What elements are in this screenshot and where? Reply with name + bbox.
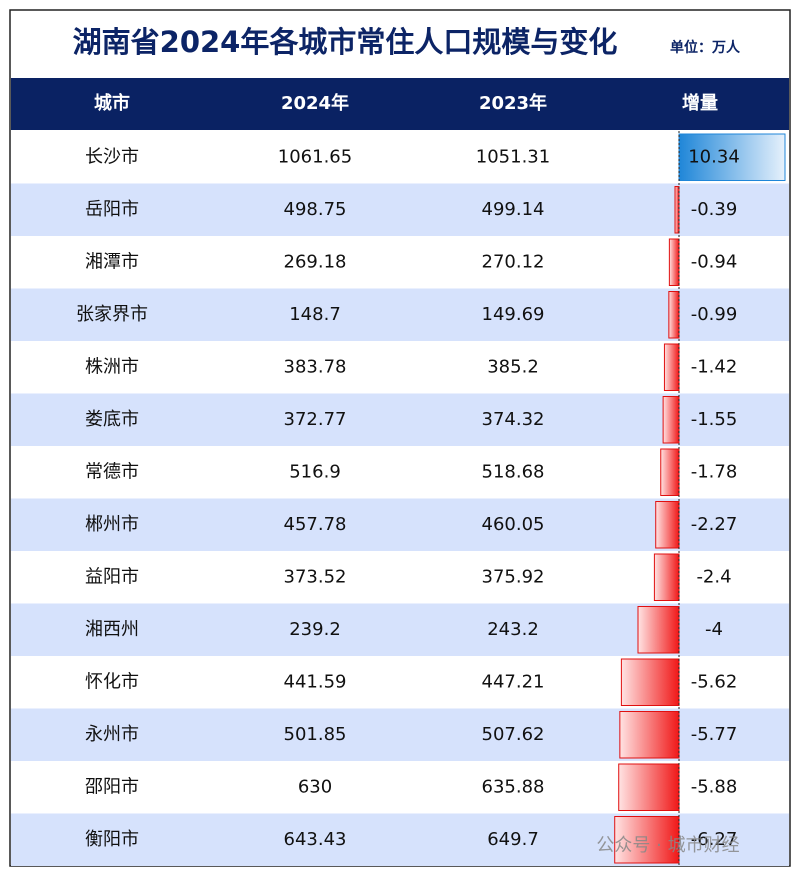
increment-cell: -1.78 [691,461,738,482]
data-bar [668,238,680,286]
city-cell: 娄底市 [85,409,139,430]
number-cell: 649.7 [487,829,539,850]
data-bar [655,501,680,549]
increment-cell: -1.42 [691,356,738,377]
row-background [11,236,789,289]
number-cell: 630 [298,776,332,797]
increment-cell: -5.62 [691,671,738,692]
data-bar [653,553,680,601]
row-background [11,183,789,236]
city-cell: 益阳市 [85,566,139,587]
data-bar [662,396,680,444]
number-cell: 243.2 [487,619,539,640]
number-cell: 270.12 [482,251,545,272]
increment-cell: -4 [705,619,723,640]
data-bar [637,606,680,654]
watermark: 公众号 · 城市财经 [596,835,739,856]
number-cell: 643.43 [284,829,347,850]
row-background [11,288,789,341]
city-cell: 邵阳市 [85,776,139,797]
header-row [11,78,789,130]
number-cell: 447.21 [482,671,545,692]
number-cell: 501.85 [284,724,347,745]
data-bar [668,291,680,339]
number-cell: 499.14 [482,199,545,220]
increment-cell: -0.94 [691,251,738,272]
increment-cell: -2.4 [696,566,731,587]
number-cell: 460.05 [482,514,545,535]
number-cell: 516.9 [289,461,341,482]
data-bar [660,448,680,496]
increment-cell: -5.88 [691,776,738,797]
increment-cell: -1.55 [691,409,738,430]
row-background [11,393,789,446]
data-bar [619,711,680,759]
number-cell: 372.77 [284,409,347,430]
number-cell: 1061.65 [278,146,352,167]
number-cell: 441.59 [284,671,347,692]
number-cell: 374.32 [482,409,545,430]
city-cell: 长沙市 [85,146,139,167]
city-cell: 张家界市 [76,304,148,325]
number-cell: 635.88 [482,776,545,797]
number-cell: 373.52 [284,566,347,587]
data-bar [674,186,680,234]
city-cell: 常德市 [85,461,139,482]
city-cell: 岳阳市 [85,199,139,220]
row-background [11,341,789,394]
increment-cell: 10.34 [688,146,740,167]
city-cell: 湘潭市 [85,251,139,272]
number-cell: 148.7 [289,304,341,325]
number-cell: 507.62 [482,724,545,745]
number-cell: 457.78 [284,514,347,535]
row-background [11,131,789,184]
column-header: 城市 [94,92,130,114]
city-cell: 衡阳市 [85,829,139,850]
increment-cell: -5.77 [691,724,738,745]
city-cell: 湘西州 [85,619,139,640]
column-header: 增量 [682,92,718,114]
number-cell: 269.18 [284,251,347,272]
row-background [11,446,789,499]
number-cell: 383.78 [284,356,347,377]
city-cell: 永州市 [85,724,139,745]
number-cell: 385.2 [487,356,539,377]
increment-cell: -0.39 [691,199,738,220]
column-header: 2024年 [281,92,349,114]
number-cell: 149.69 [482,304,545,325]
unit: 单位：万人 [670,39,741,56]
number-cell: 518.68 [482,461,545,482]
city-cell: 怀化市 [85,671,139,692]
city-cell: 株洲市 [85,356,139,377]
data-bar [678,133,786,181]
number-cell: 1051.31 [476,146,550,167]
increment-cell: -6.27 [691,829,738,850]
number-cell: 498.75 [284,199,347,220]
data-bar [620,658,680,706]
increment-cell: -2.27 [691,514,738,535]
column-header: 2023年 [479,92,547,114]
data-bar [618,763,680,811]
number-cell: 375.92 [482,566,545,587]
data-bar [663,343,680,391]
city-cell: 郴州市 [85,514,139,535]
number-cell: 239.2 [289,619,341,640]
increment-cell: -0.99 [691,304,738,325]
title: 湖南省2024年各城市常住人口规模与变化 [73,25,618,59]
data-bar [614,816,680,864]
